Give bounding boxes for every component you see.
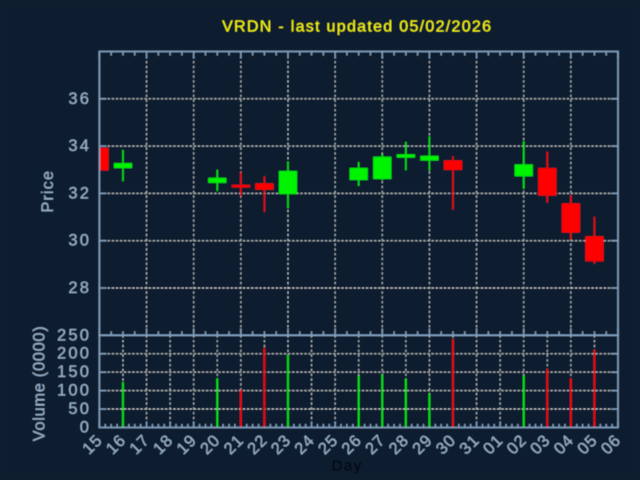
svg-text:Volume (0000): Volume (0000) — [31, 326, 49, 442]
svg-text:VRDN - last updated 05/02/2026: VRDN - last updated 05/02/2026 — [222, 18, 492, 35]
svg-text:30: 30 — [68, 232, 91, 250]
svg-text:28: 28 — [68, 279, 91, 297]
svg-text:0: 0 — [80, 419, 91, 437]
svg-text:Price: Price — [39, 170, 57, 213]
svg-text:32: 32 — [68, 184, 91, 202]
svg-text:36: 36 — [68, 90, 91, 108]
svg-text:250: 250 — [57, 326, 91, 344]
svg-text:200: 200 — [57, 345, 91, 363]
svg-text:100: 100 — [57, 382, 91, 400]
svg-text:34: 34 — [68, 137, 91, 155]
svg-text:Day: Day — [332, 457, 363, 474]
svg-text:50: 50 — [68, 400, 91, 418]
svg-text:150: 150 — [57, 363, 91, 381]
